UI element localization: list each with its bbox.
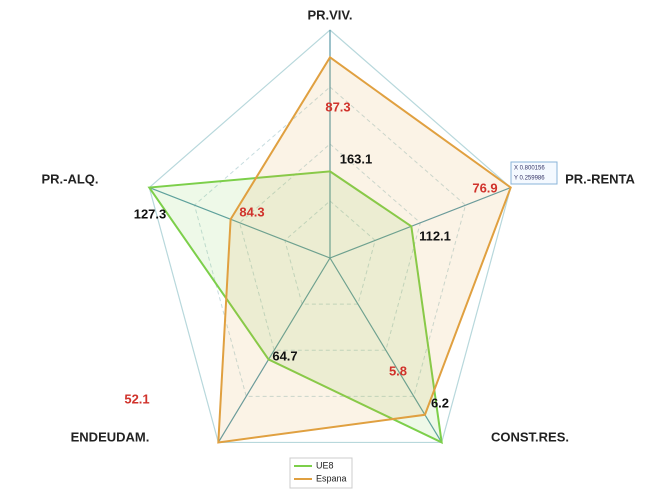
tooltip-text: Y 0.259986 bbox=[514, 176, 545, 182]
axis-line bbox=[149, 186, 331, 259]
axis-label: PR.-ALQ. bbox=[41, 171, 98, 186]
point-label: 127.3 bbox=[134, 206, 167, 221]
grid-ring bbox=[239, 143, 421, 351]
point-label: 87.3 bbox=[325, 99, 350, 114]
series-area bbox=[147, 170, 443, 445]
point-label: 112.1 bbox=[419, 228, 451, 243]
tooltip-text: X 0.800156 bbox=[514, 166, 545, 172]
axis-label: CONST.RES. bbox=[491, 429, 569, 444]
point-label: 5.8 bbox=[389, 363, 407, 378]
point-label: 52.1 bbox=[124, 391, 149, 406]
axis-label: PR.VIV. bbox=[307, 7, 352, 22]
axis-line bbox=[217, 257, 331, 443]
grid-ring bbox=[284, 200, 376, 305]
grid-ring bbox=[148, 29, 512, 444]
point-label: 76.9 bbox=[472, 180, 497, 195]
tooltip-box bbox=[510, 161, 558, 185]
point-label: 163.1 bbox=[340, 151, 373, 166]
point-label: 84.3 bbox=[239, 204, 264, 219]
legend-label: UE8 bbox=[316, 460, 334, 470]
point-label: 64.7 bbox=[272, 348, 297, 363]
axis-label: ENDEUDAM. bbox=[71, 429, 150, 444]
series-area bbox=[217, 55, 512, 444]
axis-line bbox=[329, 186, 511, 259]
legend-box bbox=[289, 457, 353, 489]
point-label: 6.2 bbox=[431, 395, 449, 410]
grid-ring bbox=[193, 86, 467, 397]
axis-label: PR.-RENTA bbox=[565, 171, 635, 186]
axis-line bbox=[329, 257, 443, 443]
legend-label: Espana bbox=[316, 473, 347, 483]
